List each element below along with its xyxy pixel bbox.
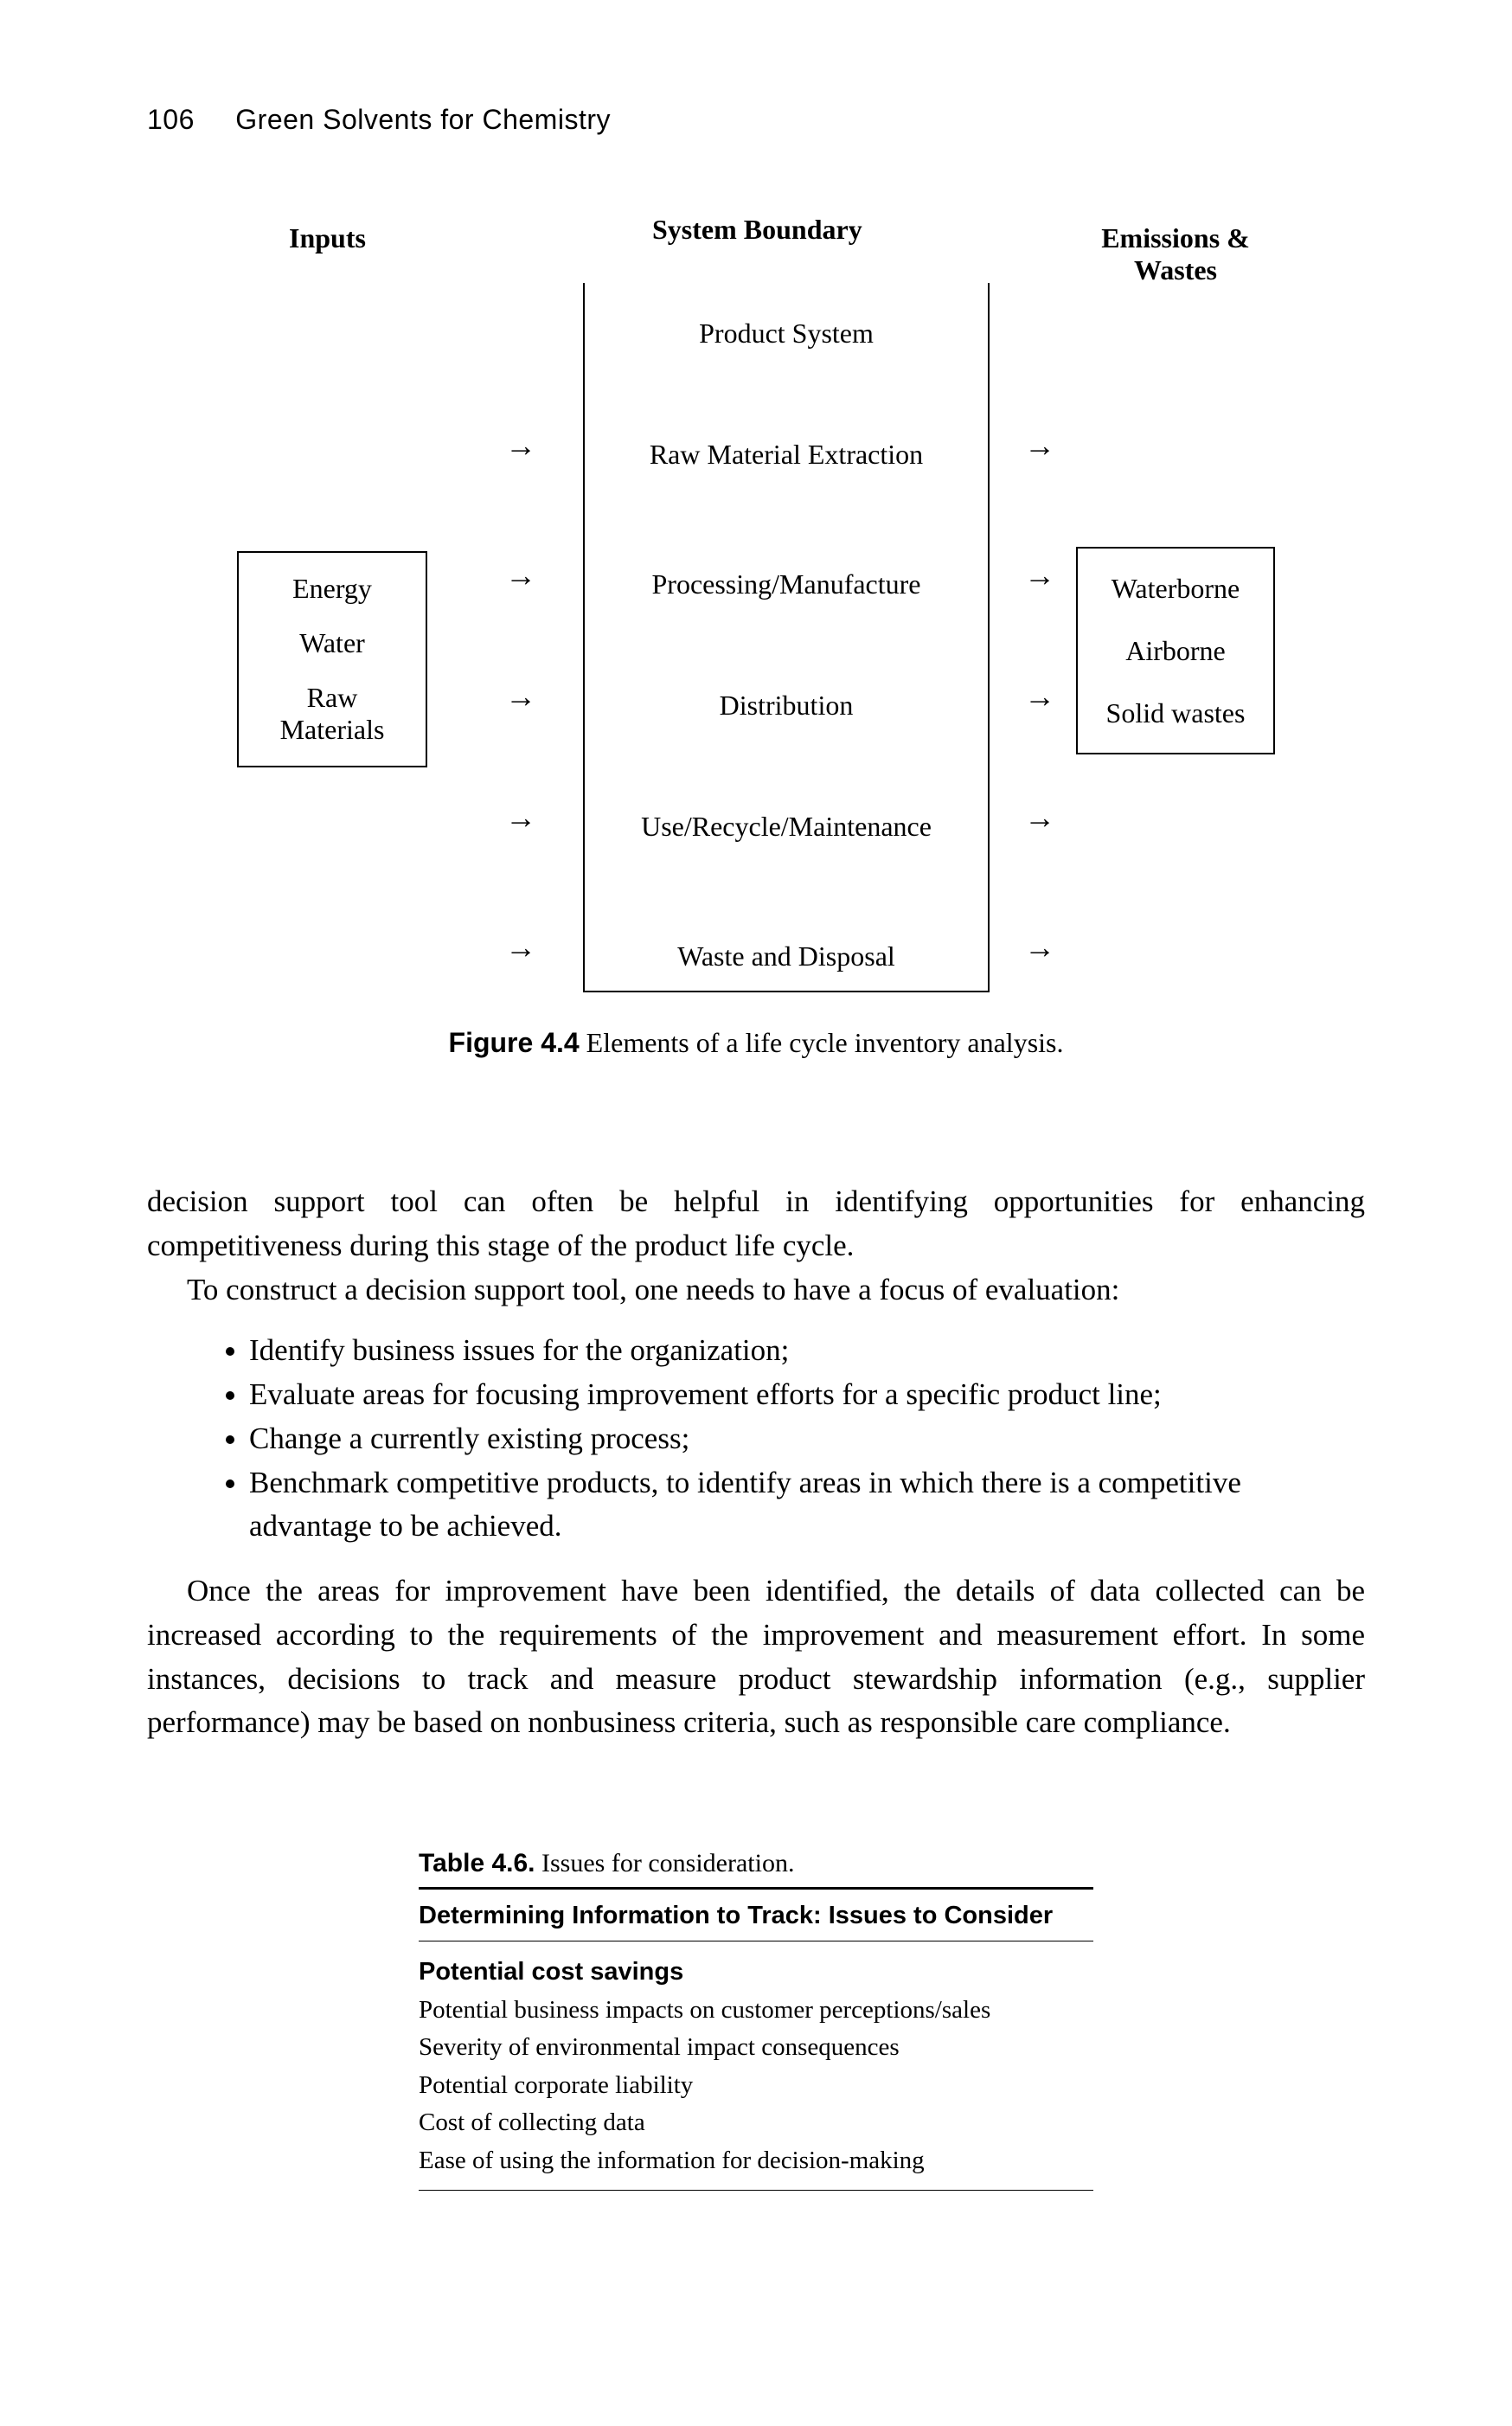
emissions-waterborne: Waterborne [1112,573,1240,605]
list-item: Identify business issues for the organiz… [249,1329,1365,1373]
inputs-water: Water [299,627,365,659]
arrow-icon: → [505,560,536,591]
table-4-6: Table 4.6. Issues for consideration. Det… [419,1849,1093,2191]
arrow-icon: → [1024,802,1055,833]
arrow-icon: → [1024,932,1055,963]
stage-waste-disposal: Waste and Disposal [585,940,988,972]
arrow-icon: → [1024,681,1055,712]
page-root: 106 Green Solvents for Chemistry Inputs … [0,0,1512,2307]
emissions-box: Waterborne Airborne Solid wastes [1076,547,1275,754]
paragraph-1: decision support tool can often be helpf… [147,1180,1365,1268]
table-header: Determining Information to Track: Issues… [419,1902,1093,1930]
system-boundary-label: System Boundary [652,214,862,246]
page-number: 106 [147,104,195,135]
running-title: Green Solvents for Chemistry [235,104,611,135]
arrow-icon: → [1024,430,1055,461]
stage-distribution: Distribution [585,690,988,722]
body-text: decision support tool can often be helpf… [147,1180,1365,1745]
figure-4-4-diagram: Inputs System Boundary Emissions & Waste… [237,214,1275,992]
system-boundary-box: Product System Raw Material Extraction P… [583,283,990,992]
table-row: Ease of using the information for decisi… [419,2142,1093,2180]
arrow-icon: → [505,802,536,833]
list-item: Benchmark competitive products, to ident… [249,1461,1365,1550]
stage-processing: Processing/Manufacture [585,568,988,600]
arrow-icon: → [505,932,536,963]
emissions-solid: Solid wastes [1106,697,1246,729]
figure-caption-text: Elements of a life cycle inventory analy… [580,1027,1064,1058]
table-row: Cost of collecting data [419,2104,1093,2142]
bullet-list: Identify business issues for the organiz… [225,1329,1365,1549]
figure-caption: Figure 4.4 Elements of a life cycle inve… [147,1027,1365,1059]
arrow-icon: → [505,430,536,461]
table-label: Table 4.6. [419,1849,535,1877]
table-row: Potential business impacts on customer p… [419,1992,1093,2030]
table-rule [419,1887,1093,1890]
table-row: Potential cost savings [419,1954,1093,1992]
table-title-text: Issues for consideration. [535,1849,795,1877]
inputs-box: Energy Water Raw Materials [237,551,427,767]
paragraph-3: Once the areas for improvement have been… [147,1569,1365,1745]
stage-use-recycle: Use/Recycle/Maintenance [585,811,988,843]
emissions-airborne: Airborne [1125,635,1226,667]
table-row: Potential corporate liability [419,2067,1093,2105]
figure-label: Figure 4.4 [449,1027,580,1058]
stage-product-system: Product System [585,318,988,350]
running-header: 106 Green Solvents for Chemistry [147,104,1365,136]
table-title: Table 4.6. Issues for consideration. [419,1849,1093,1878]
inputs-label: Inputs [289,222,366,254]
arrow-icon: → [505,681,536,712]
inputs-energy: Energy [292,573,372,605]
table-rule [419,2190,1093,2191]
paragraph-2: To construct a decision support tool, on… [147,1268,1365,1312]
inputs-raw-materials: Raw Materials [280,682,385,746]
list-item: Evaluate areas for focusing improvement … [249,1373,1365,1417]
stage-raw-material: Raw Material Extraction [585,439,988,471]
table-row: Severity of environmental impact consequ… [419,2029,1093,2067]
arrow-icon: → [1024,560,1055,591]
list-item: Change a currently existing process; [249,1417,1365,1461]
emissions-label: Emissions & Wastes [1076,222,1275,286]
